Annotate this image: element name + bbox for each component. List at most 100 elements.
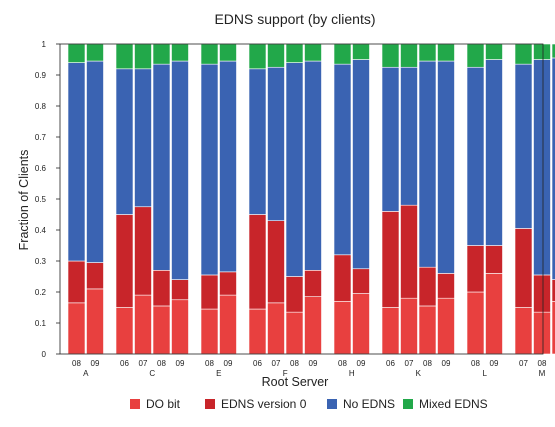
- y-tick-label: 1: [42, 40, 47, 49]
- legend: DO bit EDNS version 0 No EDNS Mixed EDNS: [130, 397, 488, 411]
- bar-segment: [551, 57, 555, 280]
- bar-segment: [304, 43, 322, 62]
- bar-segment: [67, 43, 86, 63]
- y-axis-label: Fraction of Clients: [17, 150, 31, 251]
- y-tick-label: 0.4: [35, 226, 47, 235]
- bar-segment: [267, 66, 285, 221]
- x-group-label: A: [83, 369, 89, 378]
- y-tick-label: 0.9: [35, 71, 47, 80]
- bar-segment: [333, 43, 352, 65]
- bar-segment: [200, 274, 219, 310]
- bar-segment: [333, 63, 352, 256]
- bar-segment: [551, 279, 555, 302]
- bar-segment: [381, 66, 400, 212]
- x-tick-year: 09: [309, 359, 318, 368]
- x-tick-year: 09: [224, 359, 233, 368]
- bar-segment: [381, 43, 400, 68]
- x-group-label: F: [283, 369, 288, 378]
- bar-segment: [219, 60, 237, 273]
- bar-segment: [352, 268, 370, 294]
- bar-segment: [304, 269, 322, 297]
- y-tick-label: 0.3: [35, 257, 47, 266]
- bar-segment: [466, 245, 485, 293]
- x-group-label: L: [483, 369, 488, 378]
- bar-segment: [437, 297, 455, 355]
- x-axis-label: Root Server: [262, 375, 329, 389]
- bar-segment: [152, 63, 171, 271]
- bar-segment: [304, 60, 322, 271]
- x-tick-year: 09: [442, 359, 451, 368]
- bar-segment: [381, 307, 400, 355]
- bar-segment: [400, 66, 418, 206]
- legend-label: EDNS version 0: [221, 397, 307, 411]
- x-tick-year: 07: [272, 359, 281, 368]
- legend-swatch: [403, 399, 413, 409]
- bar-segment: [248, 68, 267, 215]
- bar-segment: [466, 291, 485, 355]
- bar-segment: [485, 273, 503, 355]
- bar-segment: [381, 211, 400, 308]
- bar-segment: [304, 296, 322, 355]
- bar-segment: [400, 204, 418, 299]
- bar-segment: [485, 245, 503, 274]
- bar-segment: [67, 62, 86, 262]
- bar-segment: [533, 311, 551, 355]
- bar-segment: [533, 59, 551, 276]
- bar-segment: [285, 62, 304, 277]
- x-tick-year: 09: [490, 359, 499, 368]
- legend-label: No EDNS: [343, 397, 395, 411]
- x-group-label: C: [149, 369, 155, 378]
- x-tick-year: 07: [139, 359, 148, 368]
- plot-frame: [59, 43, 544, 355]
- bar-segment: [267, 43, 285, 68]
- x-tick-year: 07: [519, 359, 528, 368]
- bar-segment: [86, 288, 104, 355]
- bar-segment: [67, 302, 86, 355]
- bar-segment: [219, 271, 237, 296]
- legend-label: Mixed EDNS: [419, 397, 488, 411]
- bar-segment: [171, 60, 189, 280]
- bar-segment: [533, 43, 551, 60]
- bar-segment: [248, 308, 267, 355]
- legend-swatch: [130, 399, 140, 409]
- bar-segment: [466, 43, 485, 68]
- bar-segment: [333, 300, 352, 355]
- x-group-label: M: [539, 369, 546, 378]
- bar-segment: [551, 43, 555, 59]
- x-tick-year: 06: [253, 359, 262, 368]
- bar-segment: [86, 60, 104, 263]
- y-tick-label: 0.5: [35, 195, 47, 204]
- x-tick-year: 08: [538, 359, 547, 368]
- bar-segment: [115, 43, 134, 70]
- bar-segment: [248, 43, 267, 70]
- bar-segment: [485, 59, 503, 246]
- bar-segment: [86, 262, 104, 290]
- legend-label: DO bit: [146, 397, 181, 411]
- bar-segment: [134, 206, 152, 296]
- x-tick-year: 08: [338, 359, 347, 368]
- bar-segment: [219, 294, 237, 355]
- y-tick-label: 0.7: [35, 133, 47, 142]
- bar-segment: [171, 279, 189, 301]
- bar-segment: [200, 63, 219, 276]
- x-tick-year: 06: [386, 359, 395, 368]
- x-group-label: K: [416, 369, 422, 378]
- y-tick-label: 0.8: [35, 102, 47, 111]
- bar-segment: [219, 43, 237, 62]
- x-tick-year: 09: [91, 359, 100, 368]
- x-tick-year: 08: [423, 359, 432, 368]
- x-tick-year: 08: [205, 359, 214, 368]
- x-tick-year: 07: [405, 359, 414, 368]
- bar-segment: [485, 43, 503, 60]
- bar-segment: [152, 269, 171, 307]
- bar-segment: [285, 311, 304, 355]
- bar-segment: [152, 305, 171, 355]
- bar-segment: [152, 43, 171, 65]
- bar-segment: [267, 220, 285, 304]
- bar-segment: [533, 274, 551, 313]
- bar-segment: [67, 260, 86, 304]
- bar-segment: [466, 66, 485, 246]
- x-tick-year: 08: [72, 359, 81, 368]
- bar-segment: [333, 254, 352, 302]
